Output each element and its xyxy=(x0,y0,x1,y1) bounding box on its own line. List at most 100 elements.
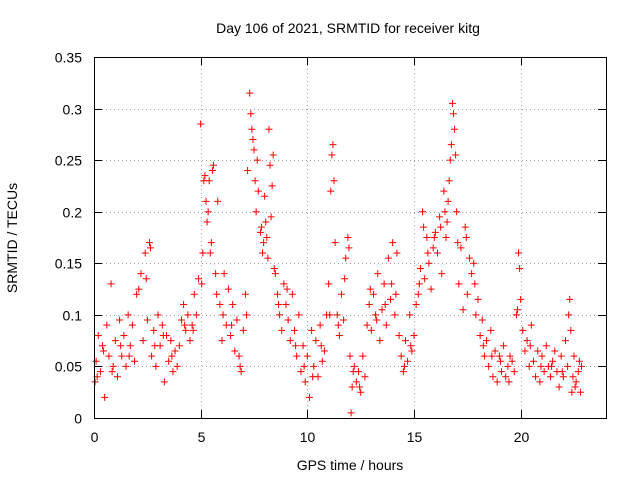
data-point xyxy=(516,264,524,272)
data-point xyxy=(345,244,353,252)
data-point xyxy=(229,301,237,309)
data-point xyxy=(452,151,460,159)
data-point xyxy=(341,275,349,283)
data-point xyxy=(259,249,267,257)
y-axis-label: SRMTID / TECUs xyxy=(4,183,20,293)
x-tick-label: 5 xyxy=(198,429,206,445)
data-point xyxy=(168,352,176,360)
data-point xyxy=(397,352,405,360)
data-point xyxy=(206,249,214,257)
data-point xyxy=(462,234,470,241)
data-point xyxy=(148,352,156,360)
data-point xyxy=(224,285,232,293)
data-point xyxy=(451,125,459,133)
data-point xyxy=(523,337,531,345)
data-point xyxy=(474,295,482,303)
data-point xyxy=(269,151,277,159)
data-point xyxy=(182,326,190,334)
data-point xyxy=(276,311,284,319)
y-tick-label: 0.1 xyxy=(63,308,83,324)
data-point xyxy=(542,342,550,350)
data-point xyxy=(340,316,348,324)
data-point xyxy=(231,347,239,355)
data-point xyxy=(147,244,155,252)
y-tick-label: 0.15 xyxy=(55,256,82,272)
data-point xyxy=(263,234,271,241)
data-point xyxy=(382,321,390,329)
data-point xyxy=(548,362,556,370)
grid-lines xyxy=(94,57,606,418)
data-point xyxy=(537,362,545,370)
data-point xyxy=(180,301,188,309)
data-point xyxy=(517,295,525,303)
data-point xyxy=(387,295,395,303)
data-point xyxy=(527,321,535,329)
data-point xyxy=(326,311,334,319)
data-point xyxy=(305,393,313,401)
data-point xyxy=(233,316,241,324)
data-point xyxy=(391,311,399,319)
data-point xyxy=(348,383,356,391)
data-point xyxy=(101,393,109,401)
data-point xyxy=(244,166,252,174)
data-point xyxy=(349,368,357,376)
data-point xyxy=(190,290,198,298)
data-point xyxy=(376,337,384,345)
data-point xyxy=(393,249,401,257)
data-point xyxy=(303,352,311,360)
y-tick-label: 0.3 xyxy=(63,102,83,118)
data-point xyxy=(188,321,196,329)
data-point xyxy=(264,254,272,262)
data-point xyxy=(257,223,265,231)
data-point xyxy=(253,156,261,164)
data-point xyxy=(510,368,518,376)
data-point xyxy=(271,270,279,278)
data-point xyxy=(228,321,236,329)
data-point xyxy=(135,285,143,293)
data-point xyxy=(239,326,247,334)
data-point xyxy=(431,228,439,236)
data-point xyxy=(333,311,341,319)
data-point xyxy=(300,362,308,370)
data-point xyxy=(346,352,354,360)
data-point xyxy=(145,239,153,247)
data-point xyxy=(337,290,345,298)
data-point xyxy=(317,342,325,350)
y-tick-label: 0.2 xyxy=(63,205,83,221)
data-point xyxy=(159,331,167,339)
data-point xyxy=(128,321,136,329)
data-point xyxy=(557,352,565,360)
data-point xyxy=(284,316,292,324)
data-point xyxy=(505,378,513,386)
x-tick-label: 10 xyxy=(300,429,316,445)
data-point xyxy=(504,362,512,370)
data-point xyxy=(330,177,338,185)
data-point xyxy=(282,301,290,309)
data-point xyxy=(433,249,441,257)
data-point xyxy=(299,342,307,350)
data-point xyxy=(399,368,407,376)
data-point xyxy=(309,373,317,381)
data-point xyxy=(334,321,342,329)
data-point xyxy=(419,208,427,216)
data-point xyxy=(347,409,355,417)
data-point xyxy=(286,337,294,345)
data-point xyxy=(160,378,168,386)
data-point xyxy=(512,311,520,319)
data-point xyxy=(558,368,566,376)
data-point xyxy=(200,177,208,185)
y-tick-label: 0.05 xyxy=(55,359,82,375)
data-point xyxy=(270,264,278,272)
data-point xyxy=(404,357,412,365)
data-point xyxy=(99,342,107,350)
data-point xyxy=(213,290,221,298)
data-point xyxy=(105,352,113,360)
data-point xyxy=(266,161,274,169)
data-point xyxy=(569,373,577,381)
data-point xyxy=(420,223,428,231)
data-point xyxy=(247,110,255,118)
data-point xyxy=(220,270,228,278)
data-point xyxy=(219,311,227,319)
y-tick-label: 0.35 xyxy=(55,50,82,66)
